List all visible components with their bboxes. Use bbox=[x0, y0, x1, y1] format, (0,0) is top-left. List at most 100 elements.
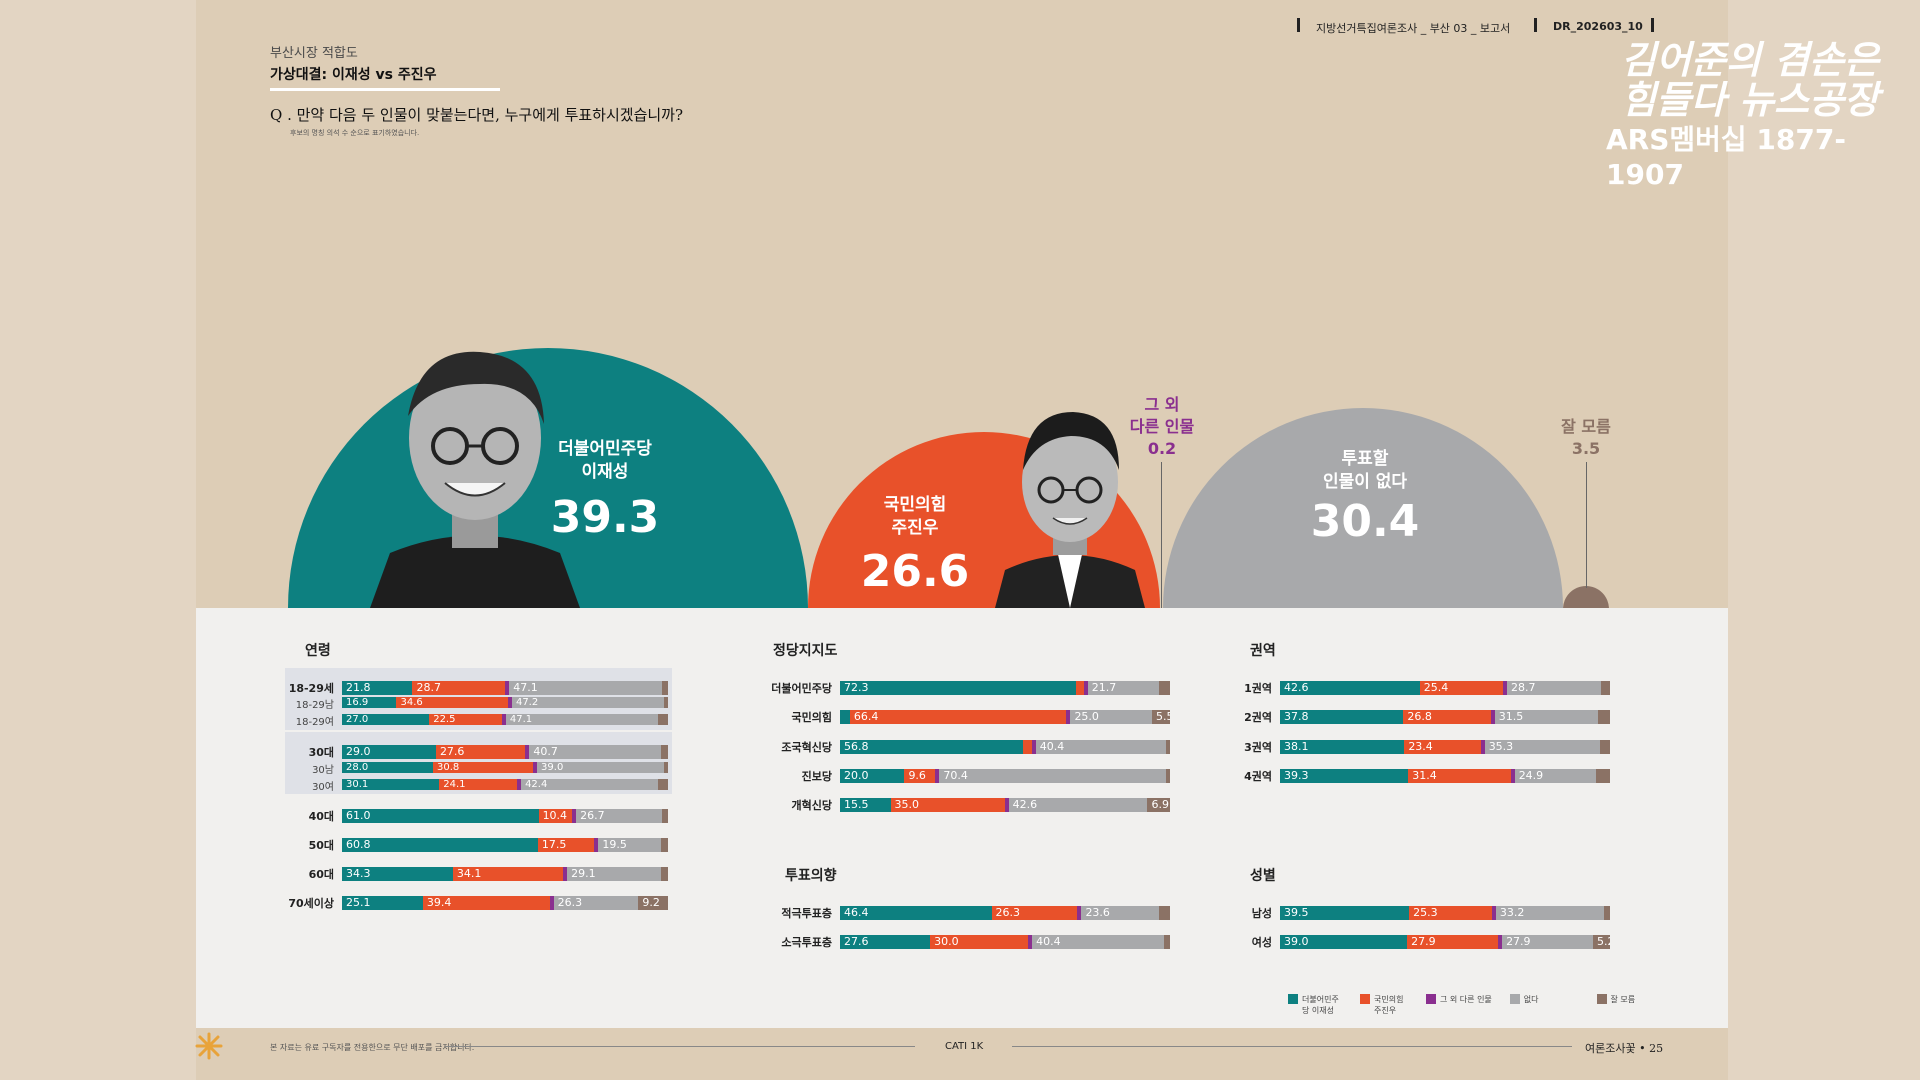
bar-row-label: 70세이상 bbox=[288, 897, 334, 910]
bar-segment: 24.9 bbox=[1514, 769, 1596, 783]
bar-segment: 35.3 bbox=[1484, 740, 1600, 754]
bar-segment bbox=[657, 714, 668, 725]
bar-segment bbox=[1066, 710, 1071, 724]
bar-segment: 70.4 bbox=[939, 769, 1166, 783]
bar-segment: 28.0 bbox=[342, 762, 433, 773]
bar-segment: 47.1 bbox=[509, 681, 662, 695]
bar-segment bbox=[1166, 740, 1170, 754]
lee-portrait bbox=[370, 351, 580, 608]
bar-segment bbox=[1023, 740, 1032, 754]
header-divider bbox=[1297, 18, 1300, 32]
page-number: 여론조사꽃 • 25 bbox=[1585, 1042, 1664, 1055]
bar-segment: 34.6 bbox=[396, 697, 508, 708]
bar-row-label: 더불어민주당 bbox=[771, 682, 832, 695]
bar-segment: 39.0 bbox=[537, 762, 664, 773]
bar-segment: 22.5 bbox=[429, 714, 502, 725]
report-series: 지방선거특집여론조사 _ 부산 03 _ 보고서 bbox=[1316, 22, 1511, 35]
dontknow-value: 3.5 bbox=[1571, 439, 1601, 458]
legend-label: 그 외 다른 인물 bbox=[1440, 995, 1492, 1004]
bar-segment: 33.2 bbox=[1495, 906, 1605, 920]
bar-row-label: 30여 bbox=[312, 782, 334, 793]
survey-question: Q . 만약 다음 두 인물이 맞붙는다면, 누구에게 투표하시겠습니까? bbox=[270, 106, 684, 124]
page-category: 부산시장 적합도 bbox=[270, 46, 358, 61]
section-title-party: 정당지지도 bbox=[773, 643, 838, 659]
bar-segment: 25.4 bbox=[1419, 681, 1503, 695]
bar-segment bbox=[661, 745, 668, 759]
none-result-label: 투표할 인물이 없다 30.4 bbox=[1290, 448, 1440, 547]
bar-row-label: 18-29남 bbox=[295, 700, 334, 711]
stacked-bar: 34.3 34.1 29.1 bbox=[342, 867, 668, 881]
stacked-bar: 46.4 26.3 23.6 bbox=[840, 906, 1170, 920]
bar-segment: 29.1 bbox=[567, 867, 662, 881]
bar-segment bbox=[1158, 906, 1170, 920]
bar-segment: 17.5 bbox=[537, 838, 595, 852]
bar-segment bbox=[661, 681, 669, 695]
bar-segment: 40.4 bbox=[1035, 740, 1166, 754]
bar-row-label: 남성 bbox=[1251, 907, 1272, 920]
bar-segment bbox=[507, 697, 512, 708]
bar-row-label: 60대 bbox=[308, 868, 334, 881]
none-line1: 투표할 bbox=[1341, 449, 1389, 469]
bar-segment bbox=[572, 809, 577, 823]
stacked-bar: 38.1 23.4 35.3 bbox=[1280, 740, 1610, 754]
bar-row-label: 2권역 bbox=[1244, 711, 1272, 724]
section-title-gender: 성별 bbox=[1250, 868, 1276, 884]
bar-segment bbox=[1491, 906, 1496, 920]
bar-segment: 47.2 bbox=[511, 697, 664, 708]
bar-segment: 16.9 bbox=[342, 697, 397, 708]
report-code: DR_202603_10 bbox=[1553, 20, 1643, 33]
stacked-bar: 25.1 39.4 26.3 9.2 bbox=[342, 896, 668, 910]
stacked-bar: 39.027.927.95.2 bbox=[1280, 935, 1610, 949]
joo-portrait bbox=[995, 412, 1145, 608]
footer-rule bbox=[1012, 1046, 1572, 1047]
bar-segment: 23.4 bbox=[1404, 740, 1481, 754]
bar-segment bbox=[662, 809, 669, 823]
joo-value: 26.6 bbox=[860, 546, 970, 597]
bar-segment: 61.0 bbox=[342, 809, 539, 823]
bar-segment: 29.0 bbox=[342, 745, 436, 759]
bar-segment: 31.5 bbox=[1494, 710, 1598, 724]
bar-segment: 5.5 bbox=[1152, 710, 1170, 724]
chart-legend: 더불어민주당 이재성 국민의힘 주진우 그 외 다른 인물 없다 잘 모름 bbox=[1288, 994, 1635, 1016]
bar-segment bbox=[657, 779, 669, 790]
stacked-bar: 39.3 31.4 24.9 bbox=[1280, 769, 1610, 783]
bar-segment: 35.0 bbox=[890, 798, 1005, 812]
bar-segment bbox=[1601, 681, 1610, 695]
legend-swatch bbox=[1596, 994, 1607, 1004]
footer-rule bbox=[445, 1046, 915, 1047]
survey-method: CATI 1K bbox=[945, 1041, 984, 1052]
bar-row-label: 진보당 bbox=[801, 770, 832, 783]
bar-row-label: 18-29여 bbox=[295, 717, 334, 728]
bar-segment: 39.3 bbox=[1280, 769, 1409, 783]
bar-segment bbox=[1498, 935, 1503, 949]
bar-row-label: 30남 bbox=[312, 765, 334, 776]
legend-swatch bbox=[1426, 994, 1436, 1004]
bar-segment bbox=[664, 697, 668, 708]
lee-result-label: 더불어민주당 이재성 39.3 bbox=[540, 438, 670, 543]
bar-segment bbox=[517, 779, 522, 790]
header-divider bbox=[1534, 18, 1537, 32]
show-logo: 김어준의 겸손은힘들다 뉴스공장 bbox=[1621, 38, 1879, 122]
bar-segment: 25.1 bbox=[342, 896, 423, 910]
stacked-bar: 28.0 30.8 39.0 bbox=[342, 762, 668, 773]
stacked-bar: 60.8 17.5 19.5 bbox=[342, 838, 668, 852]
bar-segment: 39.4 bbox=[422, 896, 550, 910]
bar-segment bbox=[1604, 906, 1610, 920]
stacked-bar: 27.0 22.5 47.1 bbox=[342, 714, 668, 725]
membership-number: ARS멤버십 1877-1907 bbox=[1606, 123, 1846, 191]
legend-swatch bbox=[1288, 994, 1298, 1004]
bar-segment: 42.6 bbox=[1280, 681, 1420, 695]
legend-item: 잘 모름 bbox=[1596, 994, 1635, 1016]
stacked-bar: 61.0 10.4 26.7 bbox=[342, 809, 669, 823]
bar-segment: 10.4 bbox=[538, 809, 573, 823]
bar-segment bbox=[840, 710, 850, 724]
bar-row-label: 40대 bbox=[308, 810, 334, 823]
bar-segment bbox=[1004, 798, 1009, 812]
bar-segment: 40.4 bbox=[1032, 935, 1165, 949]
stacked-bar: 66.425.05.5 bbox=[840, 710, 1170, 724]
bar-segment: 28.7 bbox=[412, 681, 506, 695]
footer-copyright: 본 자료는 유료 구독자를 전용한으로 무단 배포를 금지합니다. bbox=[270, 1043, 475, 1052]
bar-segment: 39.5 bbox=[1280, 906, 1410, 920]
stacked-bar: 27.6 30.0 40.4 bbox=[840, 935, 1170, 949]
dontknow-pointer-line bbox=[1586, 462, 1587, 588]
